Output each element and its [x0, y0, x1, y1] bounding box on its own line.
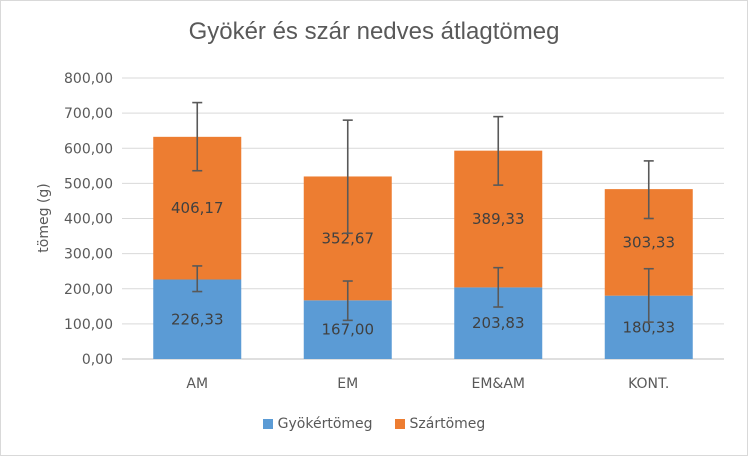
legend-item-gyokertomeg: Gyökértömeg: [262, 416, 373, 432]
legend-swatch-szartomeg: [394, 419, 405, 429]
data-label: 303,33: [623, 233, 676, 251]
data-label: 167,00: [322, 321, 375, 339]
y-tick-label: 0,00: [82, 352, 113, 368]
y-tick-label: 400,00: [64, 212, 113, 228]
y-tick-label: 200,00: [64, 282, 113, 298]
legend-label-gyokertomeg: Gyökértömeg: [277, 416, 373, 432]
legend-label-szartomeg: Szártömeg: [409, 416, 486, 432]
x-tick-label: EM&AM: [472, 376, 526, 392]
y-tick-label: 500,00: [64, 176, 113, 192]
y-tick-label: 100,00: [64, 317, 113, 333]
y-tick-label: 600,00: [64, 141, 113, 157]
y-tick-label: 300,00: [64, 247, 113, 263]
legend-item-szartomeg: Szártömeg: [394, 416, 486, 432]
data-label: 389,33: [472, 210, 525, 228]
y-tick-label: 700,00: [64, 106, 113, 122]
data-label: 180,33: [623, 318, 676, 336]
data-label: 352,67: [322, 229, 375, 247]
chart-title: Gyökér és szár nedves átlagtömeg: [188, 18, 560, 45]
y-tick-label: 800,00: [64, 71, 113, 87]
bar-gyokertomeg: [153, 279, 242, 359]
data-label: 406,17: [171, 199, 224, 217]
x-tick-label: AM: [186, 376, 208, 392]
data-label: 203,83: [472, 314, 525, 332]
y-axis-title: tömeg (g): [36, 183, 52, 252]
legend-swatch-gyokertomeg: [262, 419, 273, 429]
legend: Gyökértömeg Szártömeg: [0, 416, 748, 432]
x-tick-label: KONT.: [628, 376, 669, 392]
x-tick-label: EM: [337, 376, 358, 392]
data-label: 226,33: [171, 310, 224, 328]
